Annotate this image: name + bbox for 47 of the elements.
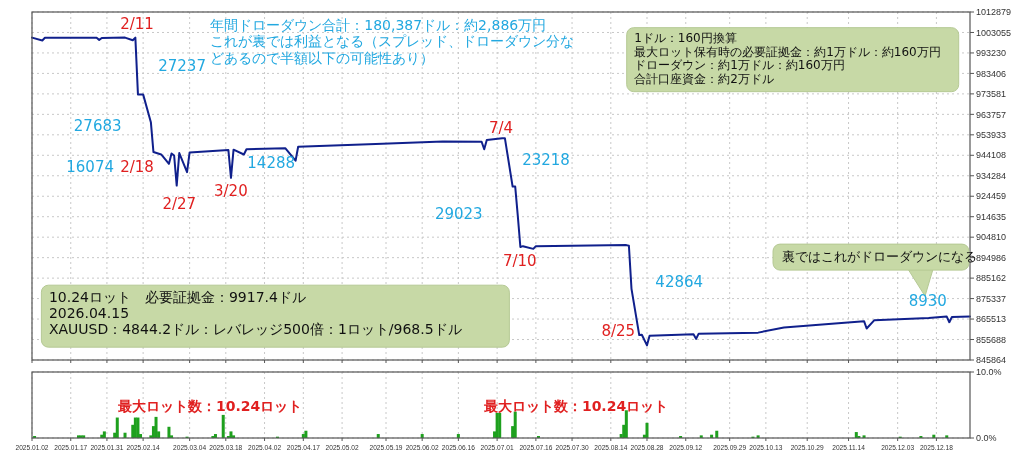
y-tick-label: 993230 — [976, 48, 1007, 59]
y-tick-label: 855688 — [976, 334, 1007, 345]
y-tick-label: 885162 — [976, 273, 1007, 284]
annotation: 1ドル：160円換算 — [634, 30, 737, 45]
y-tick-label: 983406 — [976, 68, 1007, 79]
annotation: 2026.04.15 — [48, 305, 130, 322]
annotation: 3/20 — [214, 182, 248, 201]
annotation: 27237 — [158, 57, 206, 76]
y-tick-label: 0.0% — [976, 433, 997, 444]
y-tick-label: 934284 — [976, 170, 1007, 181]
annotation: 最大ロット保有時の必要証拠金：約1万ドル：約160万円 — [634, 44, 941, 59]
annotation: 7/4 — [488, 118, 514, 137]
annotation: これが裏では利益となる（スプレッド、ドローダウン分な — [210, 33, 575, 50]
annotation: 7/10 — [502, 251, 537, 270]
annotation: 16074 — [66, 158, 115, 177]
annotation: 最大ロット数：10.24ロット — [482, 397, 669, 414]
y-tick-label: 924459 — [976, 191, 1007, 202]
annotation: 2/18 — [120, 158, 154, 177]
y-tick-label: 914635 — [976, 211, 1007, 222]
y-tick-label: 963757 — [976, 109, 1007, 120]
annotation: 8/25 — [601, 321, 636, 340]
annotation: 29023 — [434, 205, 483, 224]
annotation: ドローダウン：約1万ドル：約160万円 — [634, 58, 845, 73]
y-tick-label: 10.0% — [976, 367, 1002, 378]
y-tick-label: 944108 — [976, 150, 1007, 161]
annotation: 14288 — [247, 153, 296, 172]
annotation: 年間ドローダウン合計：180,387ドル：約2,886万円 — [210, 16, 547, 33]
annotation: XAUUSD：4844.2ドル：レバレッジ500倍：1ロット/968.5ドル — [48, 321, 462, 338]
y-tick-label: 845864 — [976, 355, 1007, 366]
y-tick-label: 894986 — [976, 252, 1007, 263]
annotation: 23218 — [522, 151, 570, 170]
y-tick-label: 865513 — [976, 314, 1007, 325]
annotation: 2/27 — [162, 194, 197, 213]
y-tick-label: 875337 — [976, 293, 1007, 304]
annotation: 27683 — [73, 116, 122, 135]
y-tick-label: 1012879 — [976, 7, 1012, 18]
annotation: 合計口座資金：約2万ドル — [634, 72, 774, 87]
annotation: 42864 — [655, 273, 704, 292]
y-tick-label: 904810 — [976, 232, 1007, 243]
annotation: 2/11 — [120, 15, 154, 34]
annotation: どあるので半額以下の可能性あり） — [210, 50, 435, 67]
annotation: 8930 — [908, 292, 947, 311]
annotation: 10.24ロット 必要証拠金：9917.4ドル — [48, 289, 306, 306]
y-tick-label: 1003055 — [976, 27, 1012, 38]
y-tick-label: 953933 — [976, 129, 1007, 140]
y-tick-label: 973581 — [976, 89, 1007, 100]
annotation: 最大ロット数：10.24ロット — [117, 397, 303, 414]
